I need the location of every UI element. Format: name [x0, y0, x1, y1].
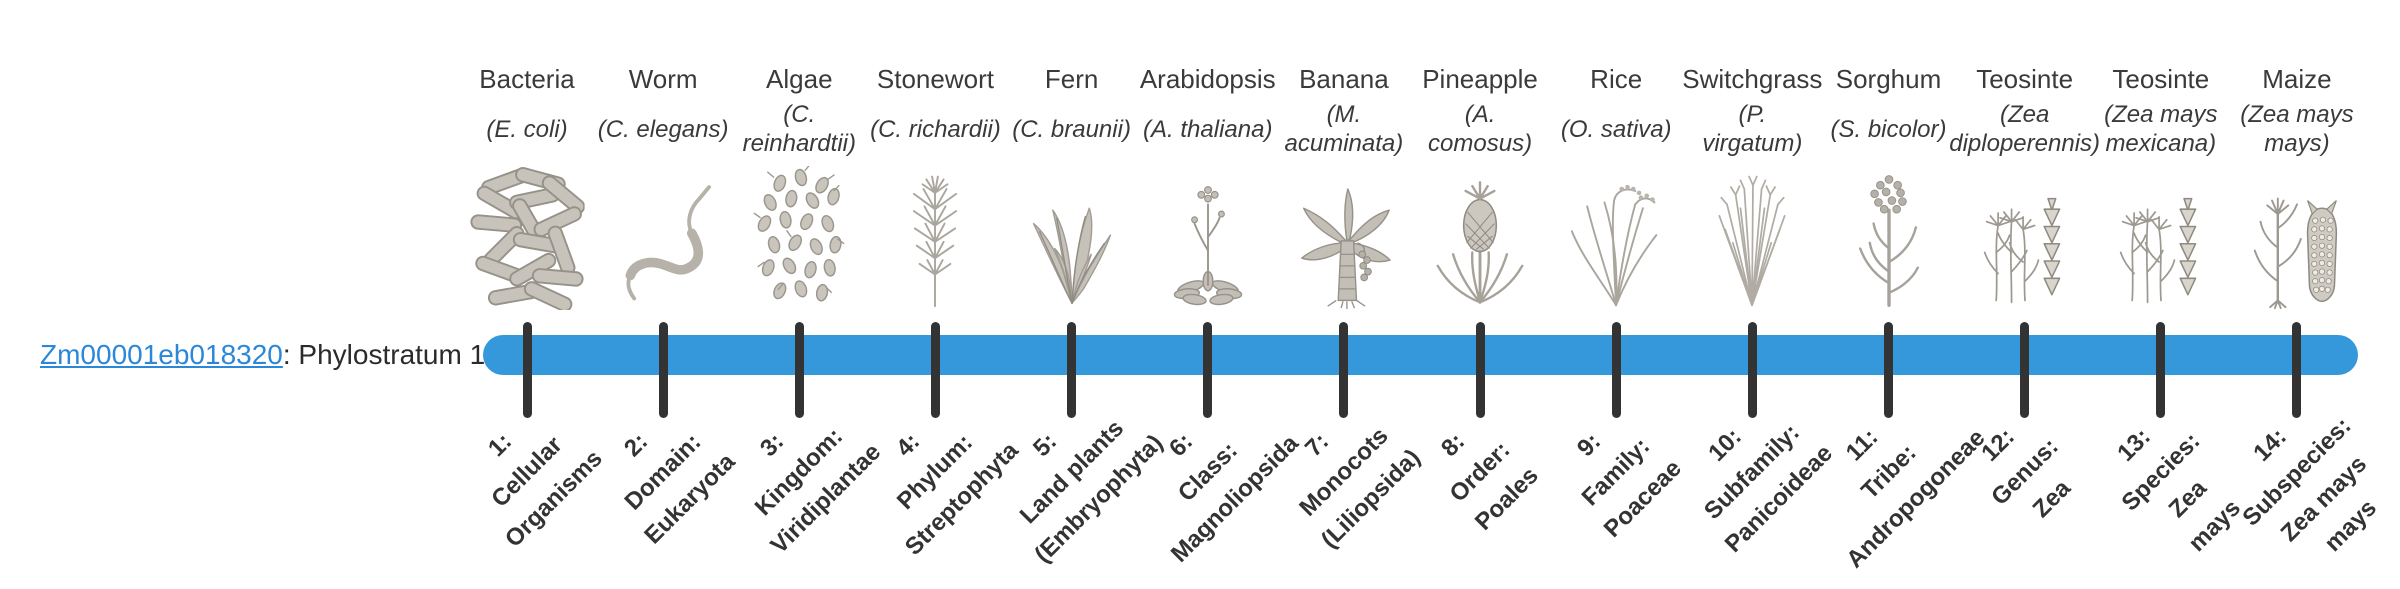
organism-column: Banana (M. acuminata) 7: Monocots (Liliopsi…: [1269, 0, 1426, 580]
organism-scientific-name: (C. reinhardtii): [742, 101, 856, 157]
organism-column: Worm (C. elegans) 2: Domain: Eukaryota: [588, 0, 741, 580]
organism-scientific-name: (C. braunii): [1012, 115, 1131, 143]
timeline-tick: [2020, 322, 2030, 418]
timeline-tick: [794, 322, 804, 418]
organism-name: Banana: [1299, 64, 1389, 94]
organism-scientific-name: (A. thaliana): [1143, 115, 1273, 143]
organism-name: Sorghum: [1835, 64, 1942, 94]
timeline-tick: [2292, 322, 2302, 418]
organism-column: Bacteria (E. coli) 1: Cellular Organisms: [452, 0, 608, 580]
timeline-tick: [1884, 322, 1893, 418]
timeline-tick: [2156, 322, 2166, 418]
organism-name: Stonewort: [876, 64, 994, 94]
timeline-tick: [658, 322, 668, 418]
organism-name: Fern: [1044, 64, 1099, 94]
organism-name: Pineapple: [1422, 64, 1538, 94]
organism-name: Bacteria: [479, 64, 575, 94]
organism-scientific-name: (S. bicolor): [1830, 115, 1947, 143]
organism-column: Algae (C. reinhardtii) 3: Kingdom: Viridipl…: [724, 0, 887, 580]
organism-name: Rice: [1590, 64, 1643, 94]
pineapple-icon: [1412, 166, 1548, 310]
timeline-tick: [1203, 322, 1213, 418]
organism-scientific-name: (O. sativa): [1560, 115, 1672, 143]
timeline-tick: [522, 322, 532, 418]
rice-icon: [1548, 166, 1684, 310]
algae-icon: [731, 166, 867, 310]
organism-scientific-name: (C. richardii): [870, 115, 1001, 143]
fern-icon: [1004, 166, 1140, 310]
organism-column: Maize (Zea mays mays) 14: Subspecies: Zea m…: [2222, 0, 2382, 580]
worm-icon: [595, 166, 731, 310]
organism-name: Maize: [2262, 64, 2332, 94]
organism-scientific-name: (M. acuminata): [1284, 101, 1404, 157]
timeline-tick: [1611, 322, 1621, 418]
organism-column: Teosinte (Zea diploperennis) 12: Genus: Zea: [1949, 0, 2100, 580]
phylostratum-text: : Phylostratum 1: [282, 339, 486, 370]
timeline-tick: [930, 322, 940, 418]
organism-name: Arabidopsis: [1139, 64, 1276, 94]
timeline-tick: [1067, 322, 1077, 418]
teosinte-diploperennis-icon: [1957, 166, 2093, 310]
sorghum-icon: [1821, 166, 1957, 310]
organism-scientific-name: (C. elegans): [597, 115, 729, 143]
organism-column: Fern (C. braunii) 5: Land plants (Embryoph…: [997, 0, 1168, 580]
organism-column: Rice (O. sativa) 9: Family: Poaceae: [1541, 0, 1691, 580]
organism-column: Teosinte (Zea mays mexicana) 13: Species: Z…: [2086, 0, 2246, 580]
organism-column: Pineapple (A. comosus) 8: Order: Poales: [1405, 0, 1555, 580]
organism-column: Sorghum (S. bicolor) 11: Tribe: Andropogon…: [1814, 0, 1989, 580]
organism-scientific-name: (P. virgatum): [1702, 101, 1803, 157]
gene-id-link[interactable]: Zm00001eb018320: [40, 339, 283, 370]
switchgrass-icon: [1684, 166, 1820, 310]
timeline-tick: [1475, 322, 1485, 418]
bacteria-icon: [459, 166, 595, 310]
organism-column: Stonewort (C. richardii) 4: Phylum: Strept…: [860, 0, 1024, 580]
organism-scientific-name: (Zea mays mays): [2240, 101, 2354, 157]
organism-scientific-name: (Zea diploperennis): [1949, 101, 2101, 157]
organism-column: Switchgrass (P. virgatum) 10: Subfamily: Pa…: [1677, 0, 1838, 580]
organism-name: Algae: [766, 64, 833, 94]
organism-scientific-name: (E. coli): [486, 115, 568, 143]
organism-scientific-name: (A. comosus): [1428, 101, 1533, 157]
gene-phylostratum-label: Zm00001eb018320: Phylostratum 1: [40, 334, 485, 376]
organism-name: Teosinte: [1976, 64, 2074, 94]
banana-icon: [1276, 166, 1412, 310]
teosinte-mexicana-icon: [2093, 166, 2229, 310]
timeline-tick: [1339, 322, 1349, 418]
arabidopsis-icon: [1140, 166, 1276, 310]
organism-name: Switchgrass: [1682, 64, 1823, 94]
organism-scientific-name: (Zea mays mexicana): [2104, 101, 2218, 157]
maize-icon: [2229, 166, 2365, 310]
timeline-tick: [1747, 322, 1757, 418]
organism-name: Worm: [628, 64, 698, 94]
organism-column: Arabidopsis (A. thaliana) 6: Class: Magnol…: [1133, 0, 1304, 580]
organism-name: Teosinte: [2112, 64, 2210, 94]
stonewort-icon: [867, 166, 1003, 310]
